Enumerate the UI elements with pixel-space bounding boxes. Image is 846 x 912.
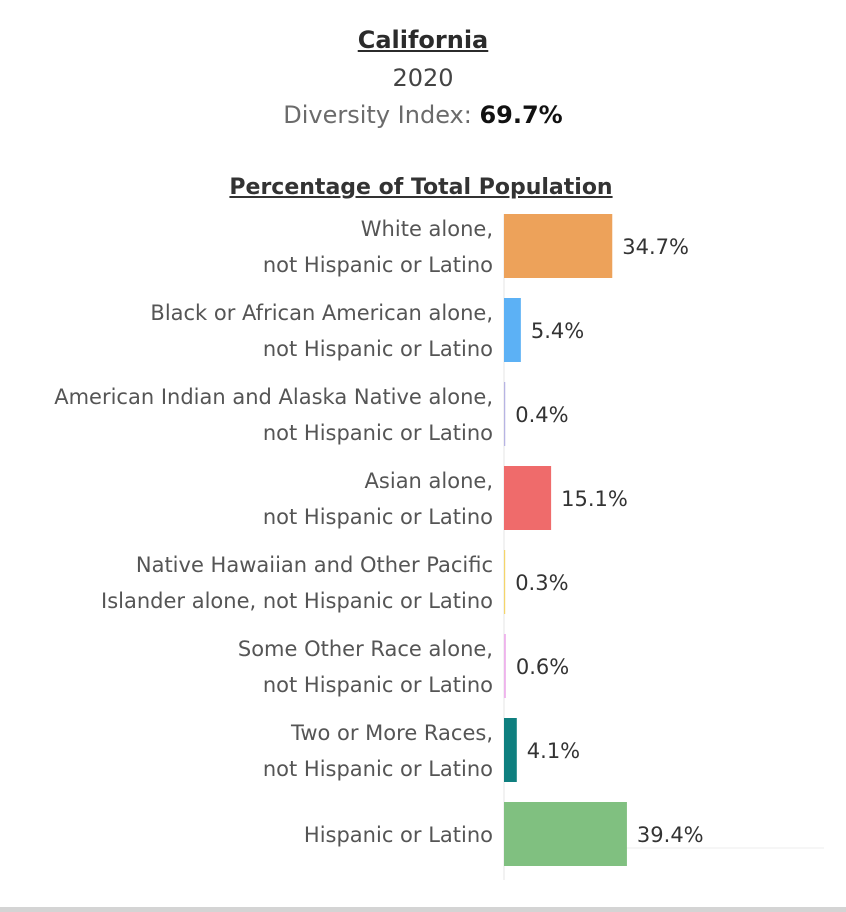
chart-title-text: Percentage of Total Population <box>229 175 613 200</box>
diversity-index-label: Diversity Index: <box>283 101 480 129</box>
category-label: not Hispanic or Latino <box>263 421 493 445</box>
bar[interactable] <box>504 382 506 446</box>
category-label: White alone, <box>361 217 493 241</box>
category-label: Native Hawaiian and Other Pacific <box>136 553 493 577</box>
diversity-index-value: 69.7% <box>479 101 563 129</box>
bar-value-label: 15.1% <box>561 487 628 511</box>
category-label: Hispanic or Latino <box>304 823 493 847</box>
bar[interactable] <box>504 466 552 530</box>
bar-value-label: 4.1% <box>527 739 580 763</box>
category-label: Black or African American alone, <box>150 301 493 325</box>
bar-value-label: 39.4% <box>637 823 704 847</box>
category-label: American Indian and Alaska Native alone, <box>54 385 493 409</box>
bottom-divider <box>0 907 846 912</box>
chart-location-title: California <box>357 26 489 54</box>
category-label: not Hispanic or Latino <box>263 253 493 277</box>
category-label: not Hispanic or Latino <box>263 673 493 697</box>
category-label: not Hispanic or Latino <box>263 757 493 781</box>
bar-value-label: 0.4% <box>515 403 568 427</box>
category-label: Some Other Race alone, <box>238 637 493 661</box>
bar[interactable] <box>504 634 506 698</box>
category-label: Islander alone, not Hispanic or Latino <box>101 589 493 613</box>
bar-value-label: 34.7% <box>622 235 689 259</box>
bar[interactable] <box>504 550 506 614</box>
diversity-index: Diversity Index: 69.7% <box>0 101 846 129</box>
chart-year: 2020 <box>392 64 454 92</box>
bar-value-label: 0.3% <box>515 571 568 595</box>
bar[interactable] <box>504 214 613 278</box>
category-label: not Hispanic or Latino <box>263 505 493 529</box>
bar[interactable] <box>504 718 517 782</box>
category-label: not Hispanic or Latino <box>263 337 493 361</box>
bar-value-label: 0.6% <box>516 655 569 679</box>
chart-title: Percentage of Total Population <box>0 175 846 200</box>
bar[interactable] <box>504 298 521 362</box>
category-label: Two or More Races, <box>290 721 493 745</box>
bar[interactable] <box>504 802 627 866</box>
bar-value-label: 5.4% <box>531 319 584 343</box>
category-label: Asian alone, <box>365 469 493 493</box>
